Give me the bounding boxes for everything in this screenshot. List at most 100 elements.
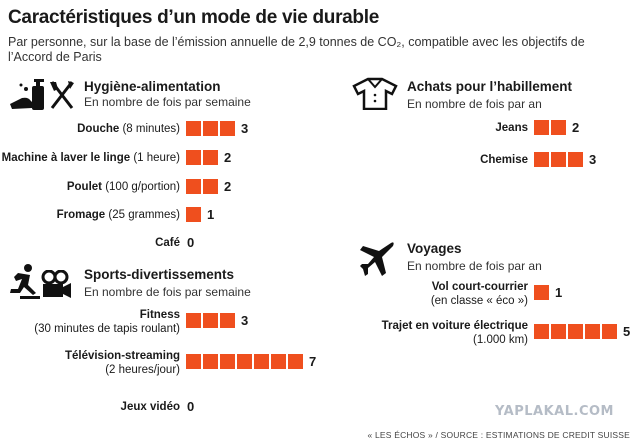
bar-unit-square bbox=[186, 354, 201, 369]
chart-subtitle: Par personne, sur la base de l’émission … bbox=[8, 35, 585, 64]
bar-unit-square bbox=[534, 120, 549, 135]
bar-unit-square bbox=[551, 324, 566, 339]
bar-value-label: 2 bbox=[224, 150, 232, 165]
bar-label: Trajet en voiture électrique (1.000 km) bbox=[382, 319, 528, 347]
bar-unit-square bbox=[203, 179, 218, 194]
bar bbox=[186, 179, 218, 194]
bar-unit-square bbox=[186, 150, 201, 165]
bar-label-name: Chemise bbox=[480, 154, 528, 166]
bar-value-label: 3 bbox=[241, 313, 249, 328]
bar-unit-square bbox=[220, 121, 235, 136]
bar-unit-square bbox=[254, 354, 269, 369]
bar-unit-square bbox=[568, 152, 583, 167]
bar bbox=[534, 324, 617, 339]
bar-unit-square bbox=[602, 324, 617, 339]
source-footer: « LES ÉCHOS » / SOURCE : ESTIMATIONS DE … bbox=[367, 430, 630, 440]
bar-value-label: 0 bbox=[187, 235, 195, 250]
bar-label: Café bbox=[155, 236, 180, 250]
bar-label-name: Jeux vidéo bbox=[120, 401, 180, 413]
bar-label-name: Vol court-courrier bbox=[431, 281, 528, 293]
bar-label: Télévision-streaming (2 heures/jour) bbox=[65, 349, 180, 377]
hand-soap-icon bbox=[10, 79, 44, 110]
bar-label-detail: (en classe « éco ») bbox=[430, 295, 528, 307]
bar-unit-square bbox=[568, 324, 583, 339]
fork-knife-icon bbox=[50, 81, 74, 109]
panel-title: Hygiène-alimentation bbox=[84, 79, 221, 94]
bar-value-label: 3 bbox=[589, 152, 597, 167]
bar-label-detail: (25 grammes) bbox=[105, 209, 180, 221]
bar-label: Jeans bbox=[495, 121, 528, 135]
bar-label: Fitness (30 minutes de tapis roulant) bbox=[34, 308, 180, 336]
panel-title: Sports-divertissements bbox=[84, 267, 235, 282]
shirt-icon bbox=[352, 77, 398, 110]
bar-label-name: Jeans bbox=[495, 122, 528, 134]
bar-label-name: Café bbox=[155, 237, 180, 249]
bar-unit-square bbox=[203, 150, 218, 165]
bar-value-label: 1 bbox=[207, 207, 215, 222]
bar-label: Poulet (100 g/portion) bbox=[67, 180, 180, 194]
panel-title: Voyages bbox=[407, 241, 462, 256]
bar-unit-square bbox=[237, 354, 252, 369]
bar-unit-square bbox=[534, 152, 549, 167]
bar bbox=[186, 207, 201, 222]
bar-unit-square bbox=[551, 152, 566, 167]
bar-unit-square bbox=[186, 313, 201, 328]
bar-unit-square bbox=[585, 324, 600, 339]
bar-unit-square bbox=[203, 121, 218, 136]
bar bbox=[186, 354, 303, 369]
bar bbox=[534, 120, 566, 135]
watermark: YAPLAKAL.COM bbox=[495, 404, 614, 419]
bar-label-name: Machine à laver le linge bbox=[1, 152, 131, 164]
bar bbox=[534, 285, 549, 300]
panel-unit-note: En nombre de fois par semaine bbox=[84, 95, 251, 109]
bar-label: Machine à laver le linge (1 heure) bbox=[2, 151, 180, 165]
bar-label-detail: (1.000 km) bbox=[473, 334, 528, 346]
bar-label-detail: (2 heures/jour) bbox=[105, 364, 180, 376]
bar-label-name: Fromage bbox=[56, 209, 106, 221]
airplane-icon bbox=[360, 242, 394, 276]
panel-unit-note: En nombre de fois par an bbox=[407, 97, 542, 111]
bar-unit-square bbox=[288, 354, 303, 369]
film-camera-icon bbox=[41, 270, 71, 298]
bar-value-label: 2 bbox=[224, 179, 232, 194]
bar-value-label: 7 bbox=[309, 354, 317, 369]
bar-unit-square bbox=[203, 354, 218, 369]
bar-value-label: 0 bbox=[187, 399, 195, 414]
chart-title: Caractéristiques d’un mode de vie durabl… bbox=[8, 7, 379, 28]
bar-label: Jeux vidéo bbox=[121, 400, 180, 414]
bar-value-label: 2 bbox=[572, 120, 580, 135]
bar-unit-square bbox=[203, 313, 218, 328]
panel-unit-note: En nombre de fois par semaine bbox=[84, 285, 251, 299]
bar-unit-square bbox=[220, 313, 235, 328]
bar-value-label: 3 bbox=[241, 121, 249, 136]
panel-title: Achats pour l’habillement bbox=[407, 79, 573, 94]
bar-unit-square bbox=[271, 354, 286, 369]
bar bbox=[186, 150, 218, 165]
bar-label-detail: (1 heure) bbox=[130, 152, 180, 164]
bar-label-detail: (8 minutes) bbox=[119, 123, 180, 135]
bar-unit-square bbox=[534, 285, 549, 300]
bar bbox=[186, 313, 235, 328]
bar-unit-square bbox=[551, 120, 566, 135]
bar-value-label: 5 bbox=[623, 324, 631, 339]
bar-label-detail: (30 minutes de tapis roulant) bbox=[34, 323, 180, 335]
bar-label: Vol court-courrier (en classe « éco ») bbox=[431, 280, 528, 308]
bar-unit-square bbox=[534, 324, 549, 339]
bar-unit-square bbox=[186, 207, 201, 222]
bar-unit-square bbox=[186, 121, 201, 136]
bar-label-name: Fitness bbox=[139, 309, 180, 321]
panel-unit-note: En nombre de fois par an bbox=[407, 259, 542, 273]
bar-unit-square bbox=[220, 354, 235, 369]
bar-label-name: Poulet bbox=[66, 181, 102, 193]
bar-label: Fromage (25 grammes) bbox=[57, 208, 180, 222]
bar-value-label: 1 bbox=[555, 285, 563, 300]
bar-label-name: Douche bbox=[77, 123, 120, 135]
bar bbox=[186, 121, 235, 136]
runner-icon bbox=[10, 264, 40, 299]
bar bbox=[534, 152, 583, 167]
bar-unit-square bbox=[186, 179, 201, 194]
bar-label-name: Télévision-streaming bbox=[64, 350, 180, 362]
bar-label-name: Trajet en voiture électrique bbox=[381, 320, 528, 332]
bar-label: Chemise bbox=[480, 153, 528, 167]
bar-label-detail: (100 g/portion) bbox=[102, 181, 180, 193]
